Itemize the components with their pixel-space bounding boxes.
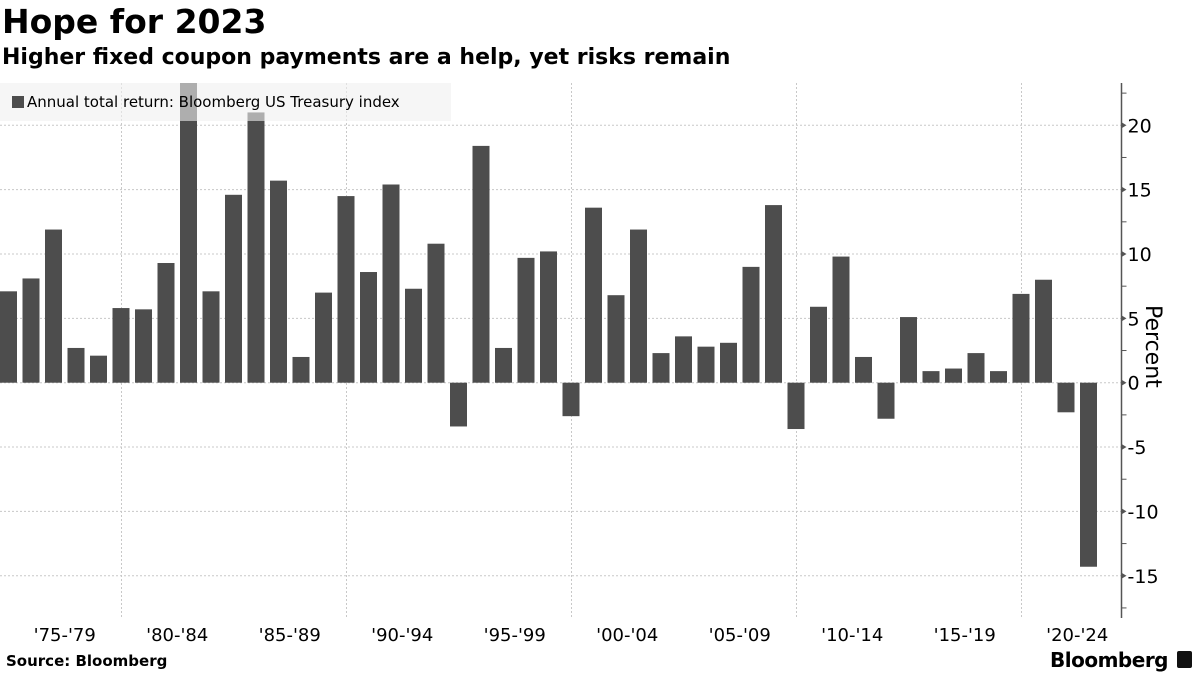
bar-1980: [135, 309, 152, 383]
bar-2001: [607, 295, 625, 383]
bar-1990: [360, 272, 377, 383]
bar-2008: [765, 205, 782, 383]
bar-1995: [472, 145, 490, 383]
bar-2006: [720, 342, 737, 383]
bar-2002: [630, 229, 647, 383]
bar-1974: [0, 291, 17, 383]
y-tick-label: 10: [1128, 244, 1152, 266]
bar-1985: [247, 112, 265, 383]
bar-1986: [270, 180, 287, 383]
y-major-tick: [1121, 315, 1127, 322]
y-tick-label: 15: [1128, 180, 1152, 202]
x-tick-label: '20-'24: [1046, 625, 1108, 646]
bar-1983: [202, 291, 220, 383]
bar-2000: [585, 207, 602, 383]
bar-1994: [450, 382, 467, 427]
bar-1979: [112, 308, 130, 383]
x-tick-label: '15-'19: [934, 625, 996, 646]
bar-2019: [1012, 293, 1030, 383]
x-tick-label: '75-'79: [34, 625, 96, 646]
bar-2021: [1057, 382, 1075, 413]
bar-1989: [337, 196, 355, 383]
x-tick-label: '80-'84: [146, 625, 208, 646]
bar-2017: [967, 353, 985, 383]
y-major-tick: [1121, 186, 1127, 193]
bar-2014: [900, 317, 917, 383]
bar-1975: [22, 278, 40, 383]
bar-2009: [787, 382, 805, 430]
bar-2013: [877, 382, 895, 419]
chart-subtitle: Higher fixed coupon payments are a help,…: [2, 45, 731, 70]
y-axis-label: Percent: [1140, 305, 1165, 388]
y-tick-label: 0: [1128, 373, 1140, 395]
bar-1993: [427, 243, 445, 383]
bar-1977: [67, 347, 85, 383]
x-tick-label: '90-'94: [371, 625, 433, 646]
y-tick-label: -5: [1128, 437, 1147, 459]
bar-1984: [225, 194, 242, 383]
y-tick-label: 5: [1128, 308, 1140, 330]
bar-2022: [1080, 382, 1097, 567]
bar-2011: [832, 256, 850, 383]
bars: [0, 83, 1097, 567]
y-major-tick: [1121, 122, 1127, 129]
bar-2016: [945, 368, 962, 383]
y-major-tick: [1121, 251, 1127, 257]
y-major-tick: [1121, 572, 1127, 579]
bar-1976: [45, 229, 62, 383]
x-tick-label: '85-'89: [259, 625, 321, 646]
x-tick-label: '05-'09: [709, 625, 771, 646]
bar-2012: [855, 356, 872, 383]
bar-2004: [675, 336, 692, 383]
y-tick-label: 20: [1128, 115, 1152, 137]
bar-1996: [495, 347, 512, 383]
bloomberg-logo: Bloomberg: [1050, 648, 1168, 672]
x-tick-label: '95-'99: [484, 625, 546, 646]
bar-2018: [990, 371, 1007, 383]
x-tick-label: '10-'14: [821, 625, 883, 646]
bar-2010: [810, 306, 827, 383]
source-note: Source: Bloomberg: [6, 652, 168, 670]
bar-1999: [562, 382, 580, 417]
y-major-tick: [1121, 508, 1127, 515]
legend-label: Annual total return: Bloomberg US Treasu…: [27, 93, 400, 111]
bar-2007: [742, 266, 760, 383]
bar-1981: [157, 263, 175, 383]
chart-title: Hope for 2023: [2, 2, 267, 41]
bar-1987: [292, 356, 310, 383]
bar-2020: [1035, 279, 1052, 383]
x-tick-label: '00-'04: [596, 625, 658, 646]
bloomberg-chart-icon: [1177, 651, 1192, 668]
bar-1991: [382, 184, 400, 383]
bar-1998: [540, 251, 557, 383]
bar-1982: [180, 83, 197, 383]
bar-2003: [652, 353, 670, 383]
y-major-tick: [1121, 444, 1127, 451]
bar-1978: [90, 355, 107, 383]
y-tick-label: -10: [1128, 501, 1159, 523]
y-major-tick: [1121, 379, 1127, 386]
bar-1988: [315, 292, 332, 383]
bar-2005: [697, 346, 715, 383]
bar-1997: [517, 257, 535, 383]
bar-2015: [922, 371, 940, 383]
y-tick-label: -15: [1128, 566, 1159, 588]
bar-1992: [405, 288, 422, 383]
legend-swatch: [12, 96, 24, 108]
legend: Annual total return: Bloomberg US Treasu…: [0, 83, 451, 121]
